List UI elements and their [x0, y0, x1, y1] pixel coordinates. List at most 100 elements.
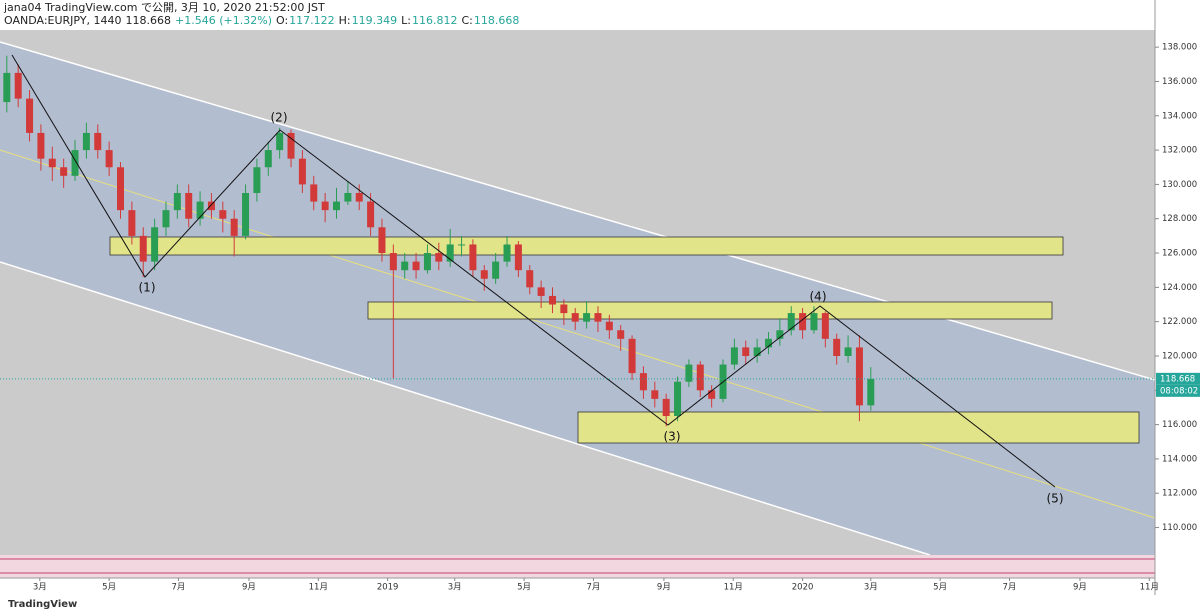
candle-body: [628, 338, 636, 374]
candle-body: [37, 132, 45, 159]
candle-body: [389, 253, 397, 271]
candle-body: [264, 150, 272, 168]
x-tick-label: 5月: [102, 583, 116, 593]
y-tick-label: 132.000: [1162, 146, 1197, 156]
candle-body: [855, 347, 863, 406]
candle-body: [344, 192, 352, 202]
candle-body: [321, 201, 329, 211]
candle-body: [82, 132, 90, 151]
candle-body: [48, 158, 56, 168]
candle-body: [355, 192, 363, 202]
header-value: L:: [401, 14, 411, 27]
x-tick-label: 3月: [33, 583, 47, 593]
candle-body: [776, 330, 784, 339]
candle-body: [503, 244, 511, 262]
candle-body: [560, 304, 568, 314]
x-tick-label: 2019: [377, 583, 399, 593]
candle-body: [514, 244, 522, 271]
y-tick-label: 122.000: [1162, 317, 1197, 327]
candle-body: [571, 313, 579, 322]
x-tick-label: 3月: [864, 583, 878, 593]
candle-body: [708, 390, 716, 399]
x-tick-label: 7月: [172, 583, 186, 593]
wave-label: (5): [1047, 492, 1064, 506]
candle-body: [423, 253, 431, 271]
publisher: jana04 TradingView.com で公開, 3月 10, 2020 …: [3, 1, 325, 14]
candle-body: [548, 295, 556, 305]
candle-body: [367, 201, 375, 228]
countdown-box: [1156, 384, 1200, 397]
candle-body: [764, 338, 772, 348]
candle-body: [196, 201, 204, 219]
candle-body: [867, 378, 875, 406]
candle-body: [821, 313, 829, 339]
y-tick-label: 114.000: [1162, 454, 1197, 464]
candle-body: [173, 192, 181, 211]
x-tick-label: 2020: [792, 583, 814, 593]
candle-body: [117, 167, 125, 211]
candle-body: [105, 150, 113, 168]
zone: [109, 236, 1064, 256]
candle-body: [753, 347, 761, 356]
candle-body: [685, 364, 693, 382]
channel-mid: [0, 149, 1156, 519]
candle-body: [185, 192, 193, 219]
price-box: [1156, 372, 1200, 385]
candle-body: [844, 347, 852, 356]
header-value: O:: [276, 14, 288, 27]
candle-body: [242, 192, 250, 236]
zone: [367, 301, 1053, 320]
candle-body: [662, 398, 670, 417]
candle-body: [332, 201, 340, 211]
y-tick-label: 116.000: [1162, 420, 1197, 430]
x-tick-label: 3月: [448, 583, 462, 593]
candle-body: [139, 235, 147, 262]
candle-body: [787, 313, 795, 331]
candles: [3, 55, 875, 427]
x-tick-label: 7月: [586, 583, 600, 593]
header-value: C:: [461, 14, 472, 27]
candle-body: [537, 287, 545, 296]
header-value: 117.122: [289, 14, 335, 27]
x-tick-label: 9月: [242, 583, 256, 593]
candle-body: [401, 261, 409, 271]
header-value: +1.546 (+1.32%): [175, 14, 272, 27]
x-tick-label: 5月: [517, 583, 531, 593]
y-tick-label: 124.000: [1162, 283, 1197, 293]
candle-body: [26, 98, 34, 133]
x-tick-label: 9月: [1073, 583, 1087, 593]
indicator-panel: [0, 555, 1155, 578]
candle-body: [230, 218, 238, 236]
y-tick-label: 112.000: [1162, 489, 1197, 499]
y-tick-label: 134.000: [1162, 111, 1197, 121]
y-tick-label: 128.000: [1162, 214, 1197, 224]
candle-body: [458, 244, 466, 246]
header-value: 118.668: [474, 14, 520, 27]
candle-body: [287, 132, 295, 159]
candle-body: [207, 201, 215, 211]
candle-body: [469, 244, 477, 271]
y-tick-label: 130.000: [1162, 180, 1197, 190]
candle-body: [617, 330, 625, 339]
brand: TradingView: [8, 599, 77, 610]
header-value: 116.812: [412, 14, 458, 27]
candle-body: [219, 210, 227, 219]
candle-body: [128, 210, 136, 236]
wave-label: (2): [271, 111, 288, 125]
candle-body: [526, 270, 534, 288]
candle-body: [3, 72, 11, 103]
y-tick-label: 120.000: [1162, 351, 1197, 361]
candle-body: [162, 210, 170, 228]
wave-label: (4): [810, 290, 827, 304]
candle-body: [799, 313, 807, 331]
price-label: 118.668: [1160, 374, 1195, 384]
candle-body: [151, 227, 159, 262]
candle-body: [480, 270, 488, 279]
candle-body: [435, 253, 443, 262]
candle-body: [651, 390, 659, 399]
header-value: H:: [339, 14, 351, 27]
candle-body: [810, 313, 818, 331]
candle-body: [60, 167, 68, 176]
candle-body: [378, 227, 386, 254]
